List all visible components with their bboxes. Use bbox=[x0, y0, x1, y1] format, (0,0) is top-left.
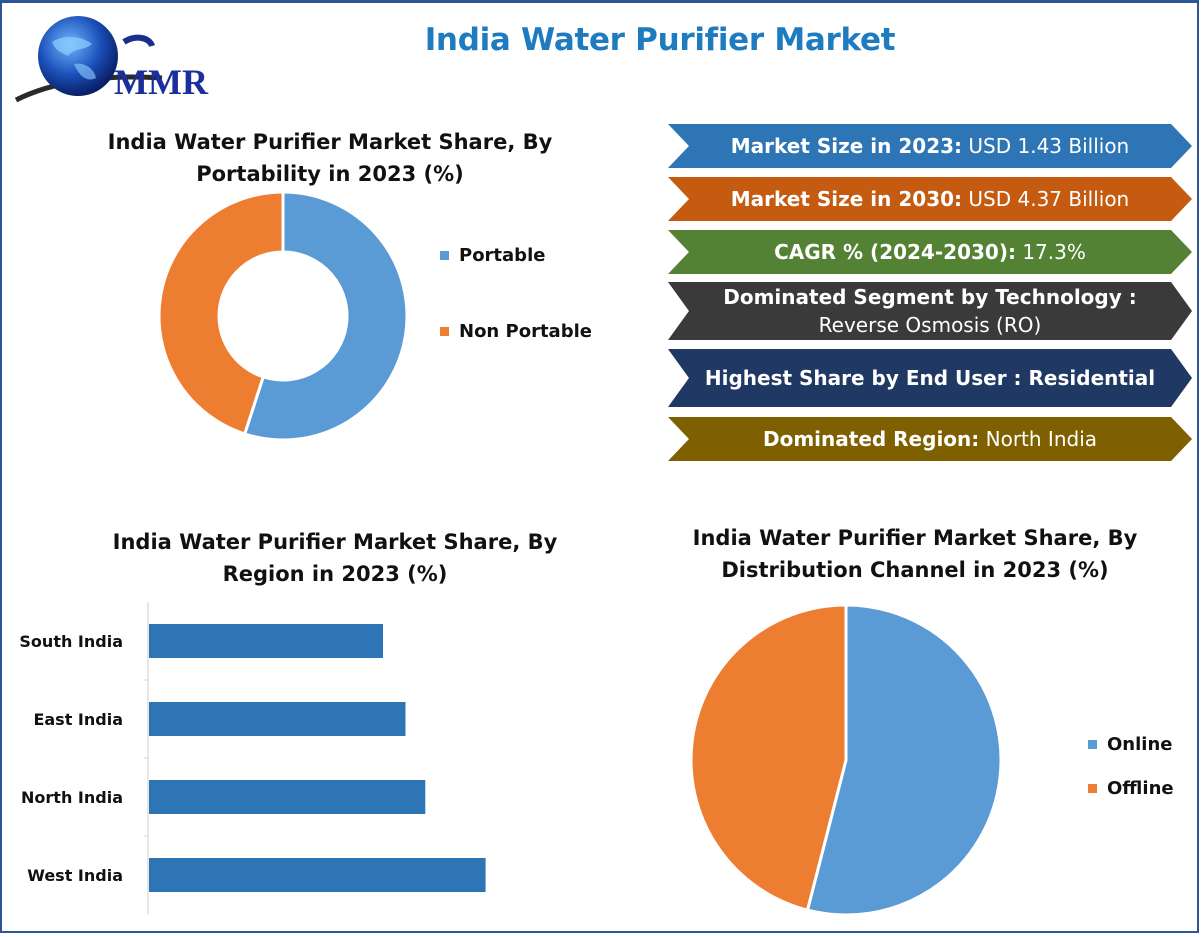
legend-online: Online bbox=[1088, 734, 1172, 755]
page-title: India Water Purifier Market bbox=[424, 22, 896, 58]
legend-swatch-portable bbox=[440, 251, 449, 260]
legend-swatch-online bbox=[1088, 740, 1097, 749]
region-tick-label: West India bbox=[27, 866, 123, 885]
region-bar-west-india bbox=[149, 858, 486, 892]
legend-portable: Portable bbox=[440, 245, 545, 266]
distribution-slice-online bbox=[805, 603, 1003, 917]
banner-label: Dominated Segment by Technology : bbox=[723, 285, 1137, 309]
portability-slice-non-portable bbox=[157, 190, 285, 436]
legend-label-portable: Portable bbox=[459, 245, 546, 266]
distribution-pie-chart bbox=[689, 603, 1003, 917]
banner-label: Market Size in 2030: bbox=[730, 187, 963, 211]
legend-swatch-non-portable bbox=[440, 327, 449, 336]
banner-value: 17.3% bbox=[1015, 240, 1086, 264]
banner-cagr: CAGR % (2024-2030): 17.3% bbox=[668, 230, 1192, 274]
banner-dominated-technology: Dominated Segment by Technology : Revers… bbox=[668, 282, 1192, 340]
legend-swatch-offline bbox=[1088, 784, 1097, 793]
banner-label: Highest Share by End User : Residential bbox=[704, 366, 1156, 390]
region-chart-title: India Water Purifier Market Share, By Re… bbox=[112, 530, 558, 586]
banner-market-size-2030: Market Size in 2030: USD 4.37 Billion bbox=[668, 177, 1192, 221]
distribution-slice-offline bbox=[689, 603, 848, 912]
region-tick-label: North India bbox=[21, 788, 123, 807]
region-tick-label: South India bbox=[19, 632, 123, 651]
logo-text: MMR bbox=[114, 62, 209, 102]
banner-end-user: Highest Share by End User : Residential bbox=[668, 349, 1192, 407]
portability-chart-title: India Water Purifier Market Share, By Po… bbox=[107, 130, 553, 186]
region-bar-east-india bbox=[149, 702, 406, 736]
portability-donut-chart bbox=[157, 190, 409, 442]
banner-value: North India bbox=[979, 427, 1098, 451]
portability-slice-portable bbox=[242, 190, 409, 442]
banner-label: Market Size in 2023: bbox=[730, 134, 963, 158]
banner-market-size-2023: Market Size in 2023: USD 1.43 Billion bbox=[668, 124, 1192, 168]
distribution-chart-title: India Water Purifier Market Share, By Di… bbox=[692, 526, 1138, 582]
banner-value: USD 4.37 Billion bbox=[962, 187, 1130, 211]
banner-value: USD 1.43 Billion bbox=[962, 134, 1130, 158]
banner-value: Reverse Osmosis (RO) bbox=[818, 313, 1042, 337]
mmr-logo: MMR bbox=[14, 16, 209, 103]
region-bar-south-india bbox=[149, 624, 383, 658]
banner-dominated-region: Dominated Region: North India bbox=[668, 417, 1192, 461]
legend-offline: Offline bbox=[1088, 778, 1174, 799]
region-tick-label: East India bbox=[33, 710, 123, 729]
banner-label: Dominated Region: bbox=[762, 427, 980, 451]
region-bar-chart: South India East India North India West Ind… bbox=[19, 602, 486, 914]
legend-non-portable: Non Portable bbox=[440, 321, 592, 342]
region-bar-north-india bbox=[149, 780, 426, 814]
legend-label-online: Online bbox=[1107, 734, 1173, 755]
banner-label: CAGR % (2024-2030): bbox=[774, 240, 1016, 264]
legend-label-offline: Offline bbox=[1107, 778, 1174, 799]
legend-label-non-portable: Non Portable bbox=[459, 321, 592, 342]
